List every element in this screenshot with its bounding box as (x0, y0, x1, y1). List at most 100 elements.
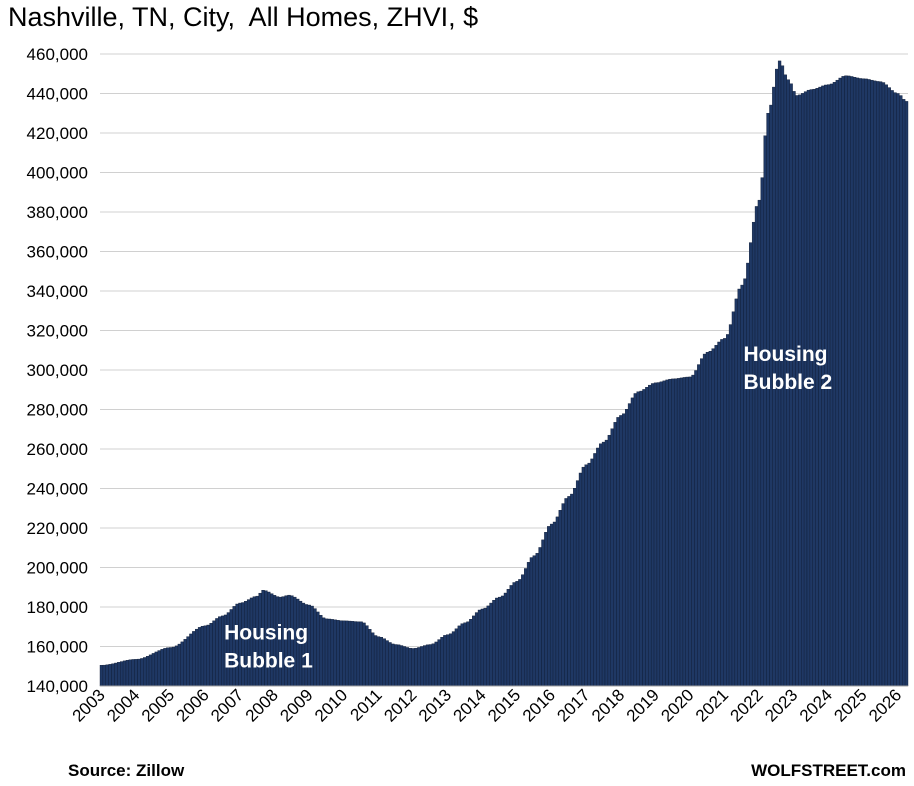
bar (498, 596, 502, 687)
bar (896, 93, 900, 687)
x-tick-label: 2024 (796, 685, 836, 725)
x-tick-label: 2004 (103, 685, 143, 725)
bar (769, 104, 773, 687)
y-tick-label: 380,000 (27, 203, 88, 222)
bar (593, 453, 597, 687)
bar (627, 403, 632, 687)
y-axis: 140,000 160,000 180,000 200,000 220,000 240,0… (27, 45, 88, 696)
bar (425, 644, 430, 687)
bar (731, 311, 736, 687)
x-tick-label: 2025 (830, 685, 870, 725)
bar (342, 620, 346, 687)
bar (402, 646, 407, 687)
bar (203, 625, 207, 687)
x-tick-label: 2010 (311, 685, 351, 725)
bar (521, 574, 525, 687)
bar (723, 338, 727, 687)
bar (855, 77, 860, 687)
bar (665, 379, 669, 687)
bar (636, 391, 640, 687)
bar (105, 664, 109, 687)
bar (339, 620, 343, 687)
bar (200, 625, 205, 687)
bar (125, 660, 130, 687)
bar (313, 608, 317, 687)
bar (143, 657, 147, 687)
bar (541, 539, 545, 687)
bar (209, 623, 213, 687)
bar (304, 604, 308, 687)
bar (852, 77, 857, 687)
bar (111, 663, 115, 687)
bar (708, 351, 712, 687)
bar (145, 656, 150, 687)
bar (902, 99, 906, 687)
bar (717, 341, 721, 687)
y-tick-label: 400,000 (27, 164, 88, 183)
bar (451, 631, 456, 687)
bar (893, 92, 897, 687)
bar (676, 378, 681, 687)
bar (151, 653, 156, 687)
x-tick-label: 2023 (761, 685, 801, 725)
bar (186, 636, 190, 687)
bar (394, 644, 398, 687)
bar (630, 397, 635, 687)
bar (616, 417, 620, 687)
bar (166, 647, 170, 687)
y-tick-label: 300,000 (27, 361, 88, 380)
bar (870, 79, 874, 687)
bar (633, 393, 637, 687)
bar (169, 647, 173, 687)
bar (549, 523, 554, 687)
bar (720, 339, 724, 687)
y-tick-label: 180,000 (27, 598, 88, 617)
bar (650, 383, 655, 687)
bar (322, 617, 326, 687)
bar (841, 76, 845, 687)
bar (454, 628, 459, 687)
bar (578, 472, 583, 687)
bar (140, 658, 144, 687)
bar (552, 521, 557, 687)
bar (431, 643, 435, 687)
bar (610, 428, 614, 687)
bar (353, 621, 358, 687)
bar (835, 79, 839, 687)
bar (492, 600, 496, 687)
bar (417, 647, 421, 687)
bar (648, 384, 652, 687)
bar (564, 498, 568, 687)
bar (180, 641, 184, 687)
bar (362, 622, 366, 687)
bar (469, 619, 473, 687)
bar (737, 288, 741, 687)
bar (157, 650, 161, 687)
bar (838, 77, 842, 687)
x-tick-label: 2019 (623, 685, 663, 725)
bar (570, 493, 574, 687)
bar (472, 615, 476, 687)
bar (189, 633, 193, 687)
bar (310, 605, 314, 687)
bar (734, 298, 738, 687)
bar (466, 621, 470, 687)
bar (423, 645, 427, 687)
x-tick-label: 2017 (553, 685, 593, 725)
x-tick-label: 2012 (380, 685, 420, 725)
bar (137, 658, 141, 687)
x-tick-label: 2013 (415, 685, 455, 725)
y-tick-label: 260,000 (27, 440, 88, 459)
bar (316, 611, 320, 687)
bar (102, 664, 106, 687)
bar (411, 648, 415, 687)
y-tick-label: 340,000 (27, 282, 88, 301)
bar (457, 625, 461, 687)
bar (867, 79, 871, 687)
bar (878, 81, 883, 687)
bar (495, 597, 499, 687)
bar (700, 358, 704, 687)
bar (714, 345, 718, 687)
bar (347, 620, 352, 687)
